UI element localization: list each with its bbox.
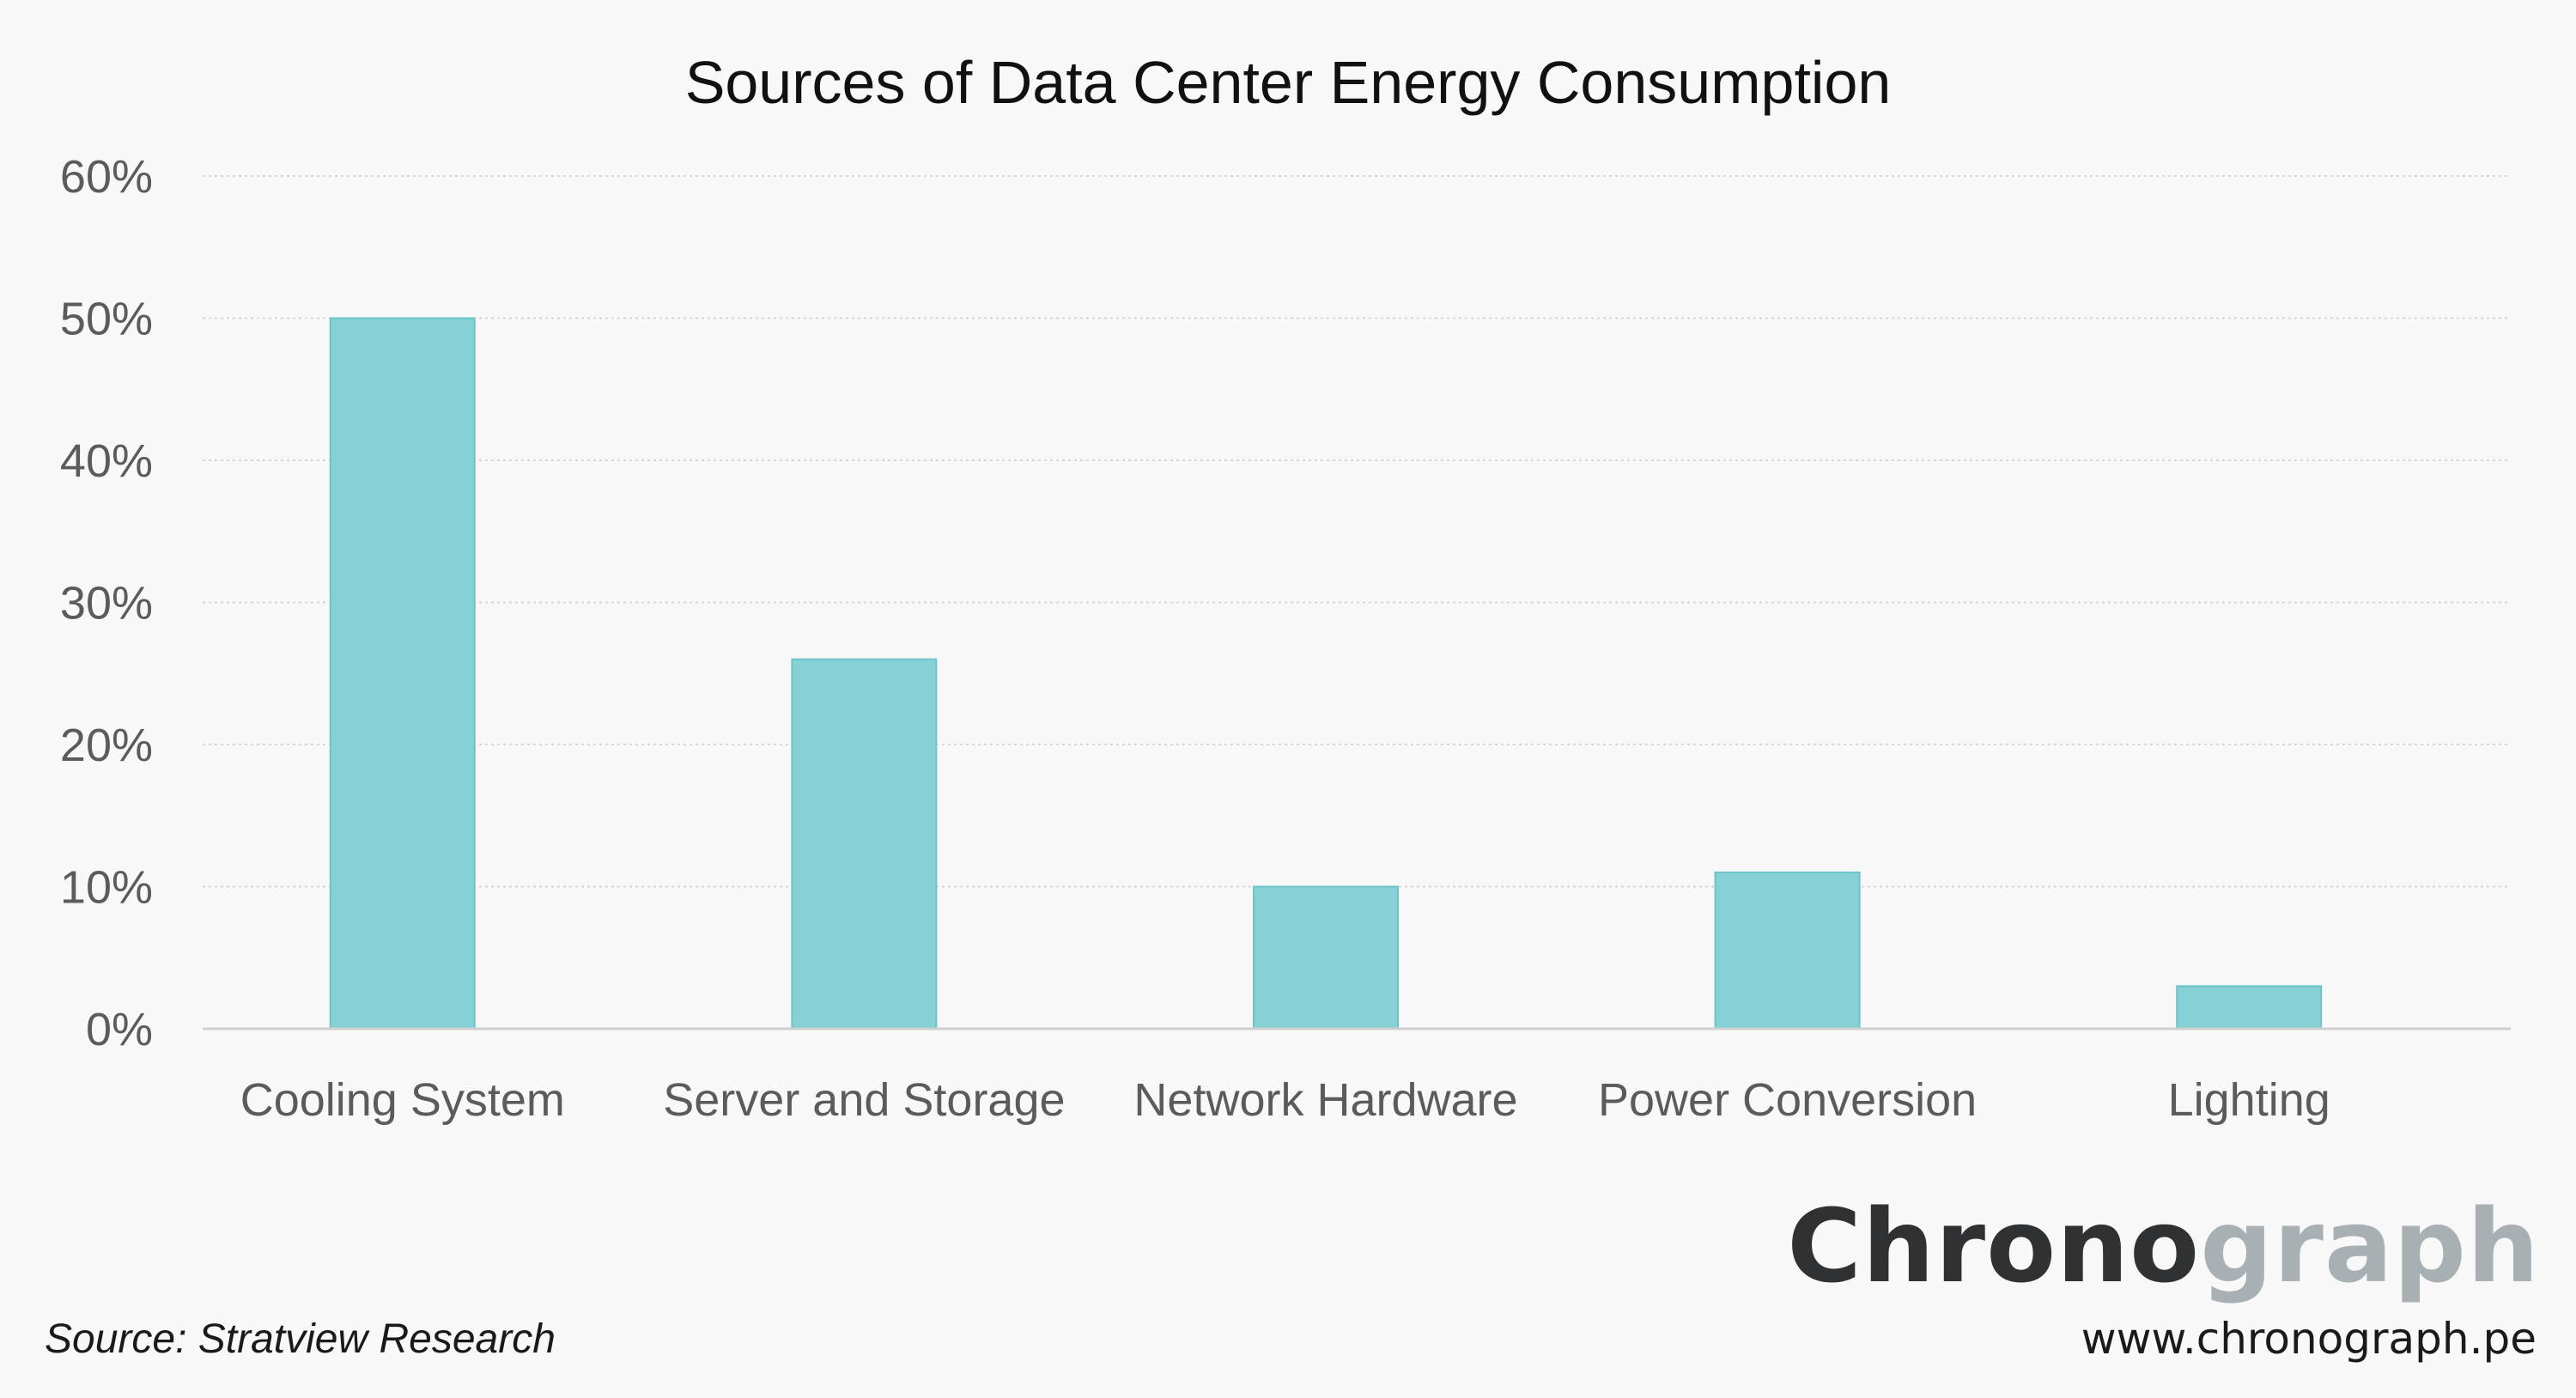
bar <box>2176 985 2323 1030</box>
bar <box>329 317 476 1030</box>
x-axis-labels: Cooling System Server and Storage Network … <box>240 1074 2330 1126</box>
x-tick-label: Lighting <box>2168 1074 2330 1126</box>
x-tick-label: Server and Storage <box>663 1074 1065 1126</box>
y-tick-label: 30% <box>60 578 153 629</box>
bar <box>791 658 938 1030</box>
y-tick-label: 20% <box>60 720 153 771</box>
y-tick-label: 40% <box>60 435 153 487</box>
logo-text-dark: Chrono <box>1787 1187 2201 1305</box>
x-tick-label: Power Conversion <box>1598 1074 1977 1126</box>
bar <box>1253 885 1399 1030</box>
gridlines <box>203 175 2511 888</box>
chronograph-logo: Chronograph <box>1787 1195 2540 1297</box>
logo-text-light: graph <box>2200 1187 2540 1305</box>
y-axis-ticks: 0% 10% 20% 30% 40% 50% 60% <box>60 151 153 1055</box>
y-tick-label: 50% <box>60 294 153 345</box>
bar <box>1714 871 1861 1030</box>
y-tick-label: 10% <box>60 862 153 914</box>
chart-title: Sources of Data Center Energy Consumptio… <box>685 49 1892 116</box>
bars <box>329 317 2323 1030</box>
y-tick-label: 60% <box>60 151 153 203</box>
x-tick-label: Network Hardware <box>1133 1074 1517 1126</box>
x-tick-label: Cooling System <box>240 1074 565 1126</box>
y-tick-label: 0% <box>86 1004 153 1055</box>
website-url[interactable]: www.chronograph.pe <box>2081 1314 2537 1364</box>
source-note: Source: Stratview Research <box>45 1316 556 1362</box>
